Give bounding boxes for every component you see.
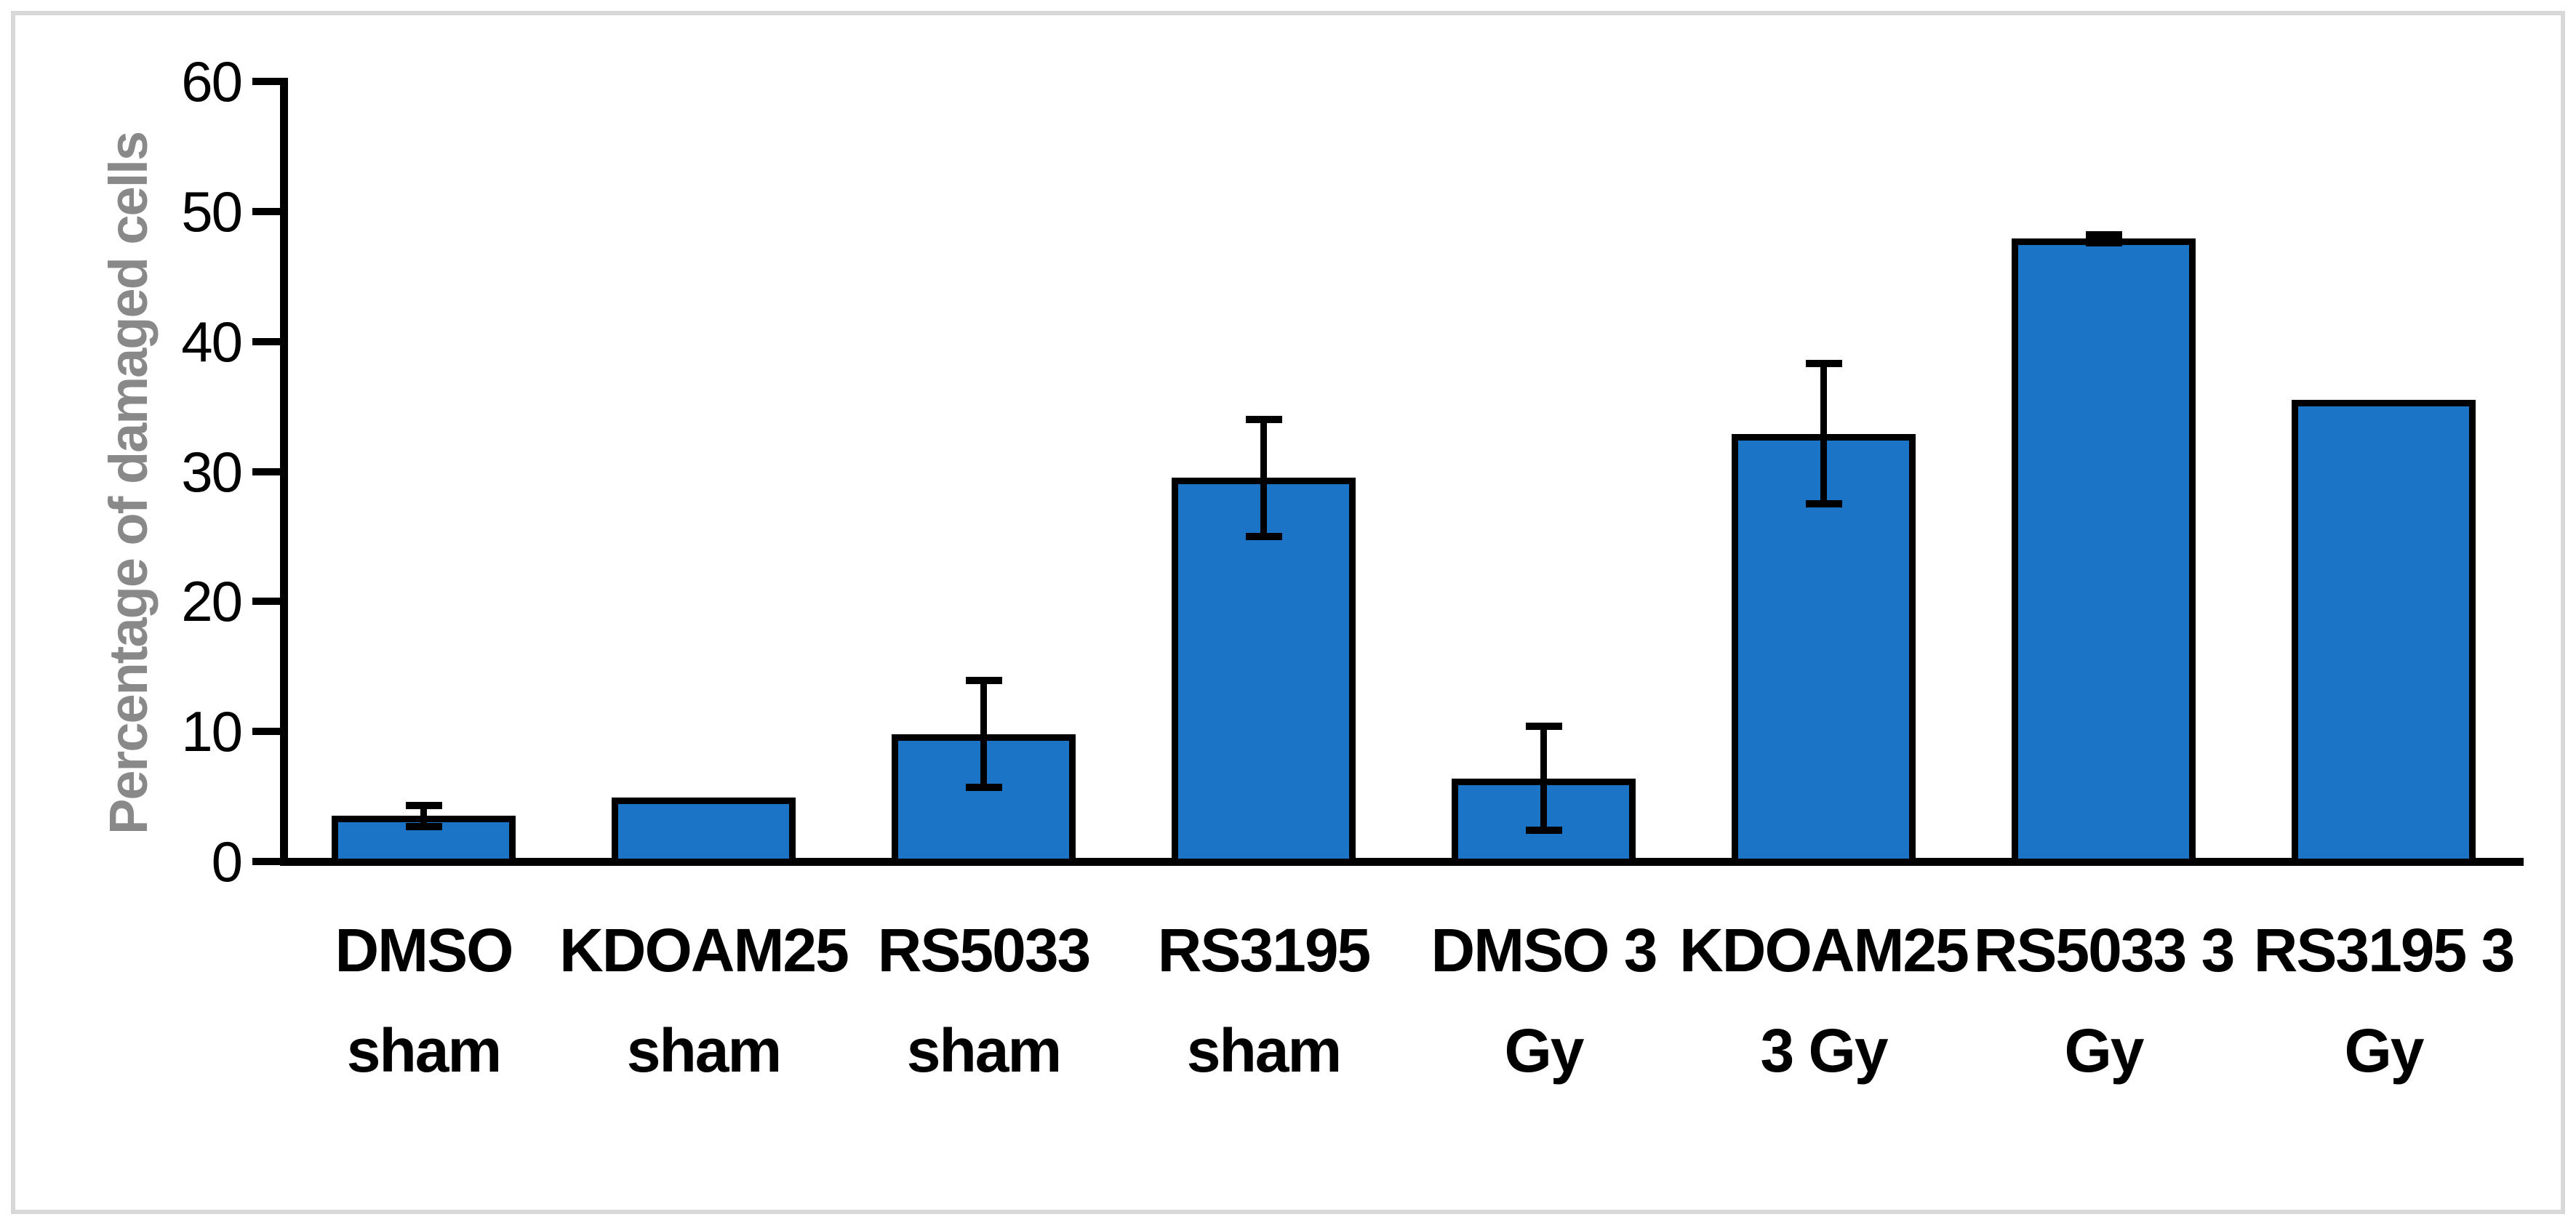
x-axis-line	[279, 858, 2524, 866]
x-tick-label: DMSO sham	[279, 900, 569, 1101]
error-bar-cap-top	[2085, 231, 2122, 239]
y-axis-tick	[252, 858, 280, 865]
error-bar-cap-top	[405, 802, 442, 810]
x-tick-label-line: sham	[906, 1016, 1062, 1085]
y-axis-line	[279, 78, 288, 866]
y-tick-label: 30	[181, 439, 243, 504]
x-tick-label: RS5033 sham	[839, 900, 1129, 1101]
error-bar-cap-bottom	[1525, 827, 1562, 835]
error-bar-cap-top	[1525, 723, 1562, 730]
bar	[2292, 400, 2476, 865]
x-tick-label-line: RS5033	[877, 916, 1092, 984]
error-bar-line	[2100, 235, 2107, 243]
error-bar-cap-bottom	[2085, 238, 2122, 246]
error-bar-line	[1540, 726, 1547, 831]
x-tick-label-line: sham	[626, 1016, 782, 1085]
bar	[1172, 478, 1356, 865]
x-tick-label-line: DMSO	[335, 916, 514, 984]
x-tick-label-line: RS5033 3	[1973, 916, 2236, 984]
x-tick-label-line: Gy	[2344, 1016, 2424, 1085]
x-tick-label: KDOAM25 sham	[559, 900, 849, 1101]
figure-border	[11, 11, 2565, 1214]
error-bar-cap-bottom	[405, 822, 442, 830]
error-bar-cap-bottom	[1245, 532, 1282, 540]
error-bar-line	[1820, 364, 1827, 505]
y-axis-tick	[252, 728, 280, 736]
x-tick-label-line: sham	[346, 1016, 502, 1085]
x-tick-label-line: Gy	[2064, 1016, 2144, 1085]
y-tick-label: 0	[211, 830, 243, 893]
x-tick-label-line: Gy	[1504, 1016, 1584, 1085]
x-tick-label: DMSO 3 Gy	[1399, 900, 1689, 1101]
x-tick-label-line: sham	[1186, 1016, 1342, 1085]
x-tick-label: RS3195 3 Gy	[2239, 900, 2529, 1101]
bar	[612, 798, 796, 865]
y-axis-tick	[252, 207, 280, 215]
error-bar-cap-top	[1245, 415, 1282, 423]
y-tick-label: 50	[181, 179, 243, 244]
error-bar-cap-top	[965, 677, 1002, 685]
x-tick-label-line: KDOAM25	[559, 916, 849, 984]
y-tick-label: 60	[181, 49, 243, 113]
x-tick-label-line: 3 Gy	[1760, 1016, 1888, 1085]
error-bar-cap-bottom	[1805, 500, 1842, 508]
x-tick-label-line: RS3195	[1157, 916, 1372, 984]
y-axis-tick	[252, 598, 280, 606]
error-bar-cap-bottom	[965, 784, 1002, 792]
x-tick-label: RS5033 3 Gy	[1959, 900, 2249, 1101]
error-bar-cap-top	[1805, 360, 1842, 368]
y-tick-label: 10	[181, 699, 243, 764]
x-tick-label-line: DMSO 3	[1431, 916, 1657, 984]
y-axis-tick	[252, 467, 280, 475]
error-bar-line	[980, 680, 987, 788]
error-bar-line	[1260, 419, 1267, 537]
x-tick-label-line: RS3195 3	[2253, 916, 2516, 984]
error-bar-line	[420, 806, 427, 827]
y-tick-label: 40	[181, 309, 243, 374]
bar	[2012, 238, 2196, 865]
x-tick-label-line: KDOAM25	[1679, 916, 1969, 984]
y-axis-tick	[252, 78, 280, 85]
x-tick-label: KDOAM25 3 Gy	[1679, 900, 1969, 1101]
x-tick-label: RS3195 sham	[1119, 900, 1409, 1101]
y-tick-label: 20	[181, 569, 243, 634]
y-axis-tick	[252, 337, 280, 345]
